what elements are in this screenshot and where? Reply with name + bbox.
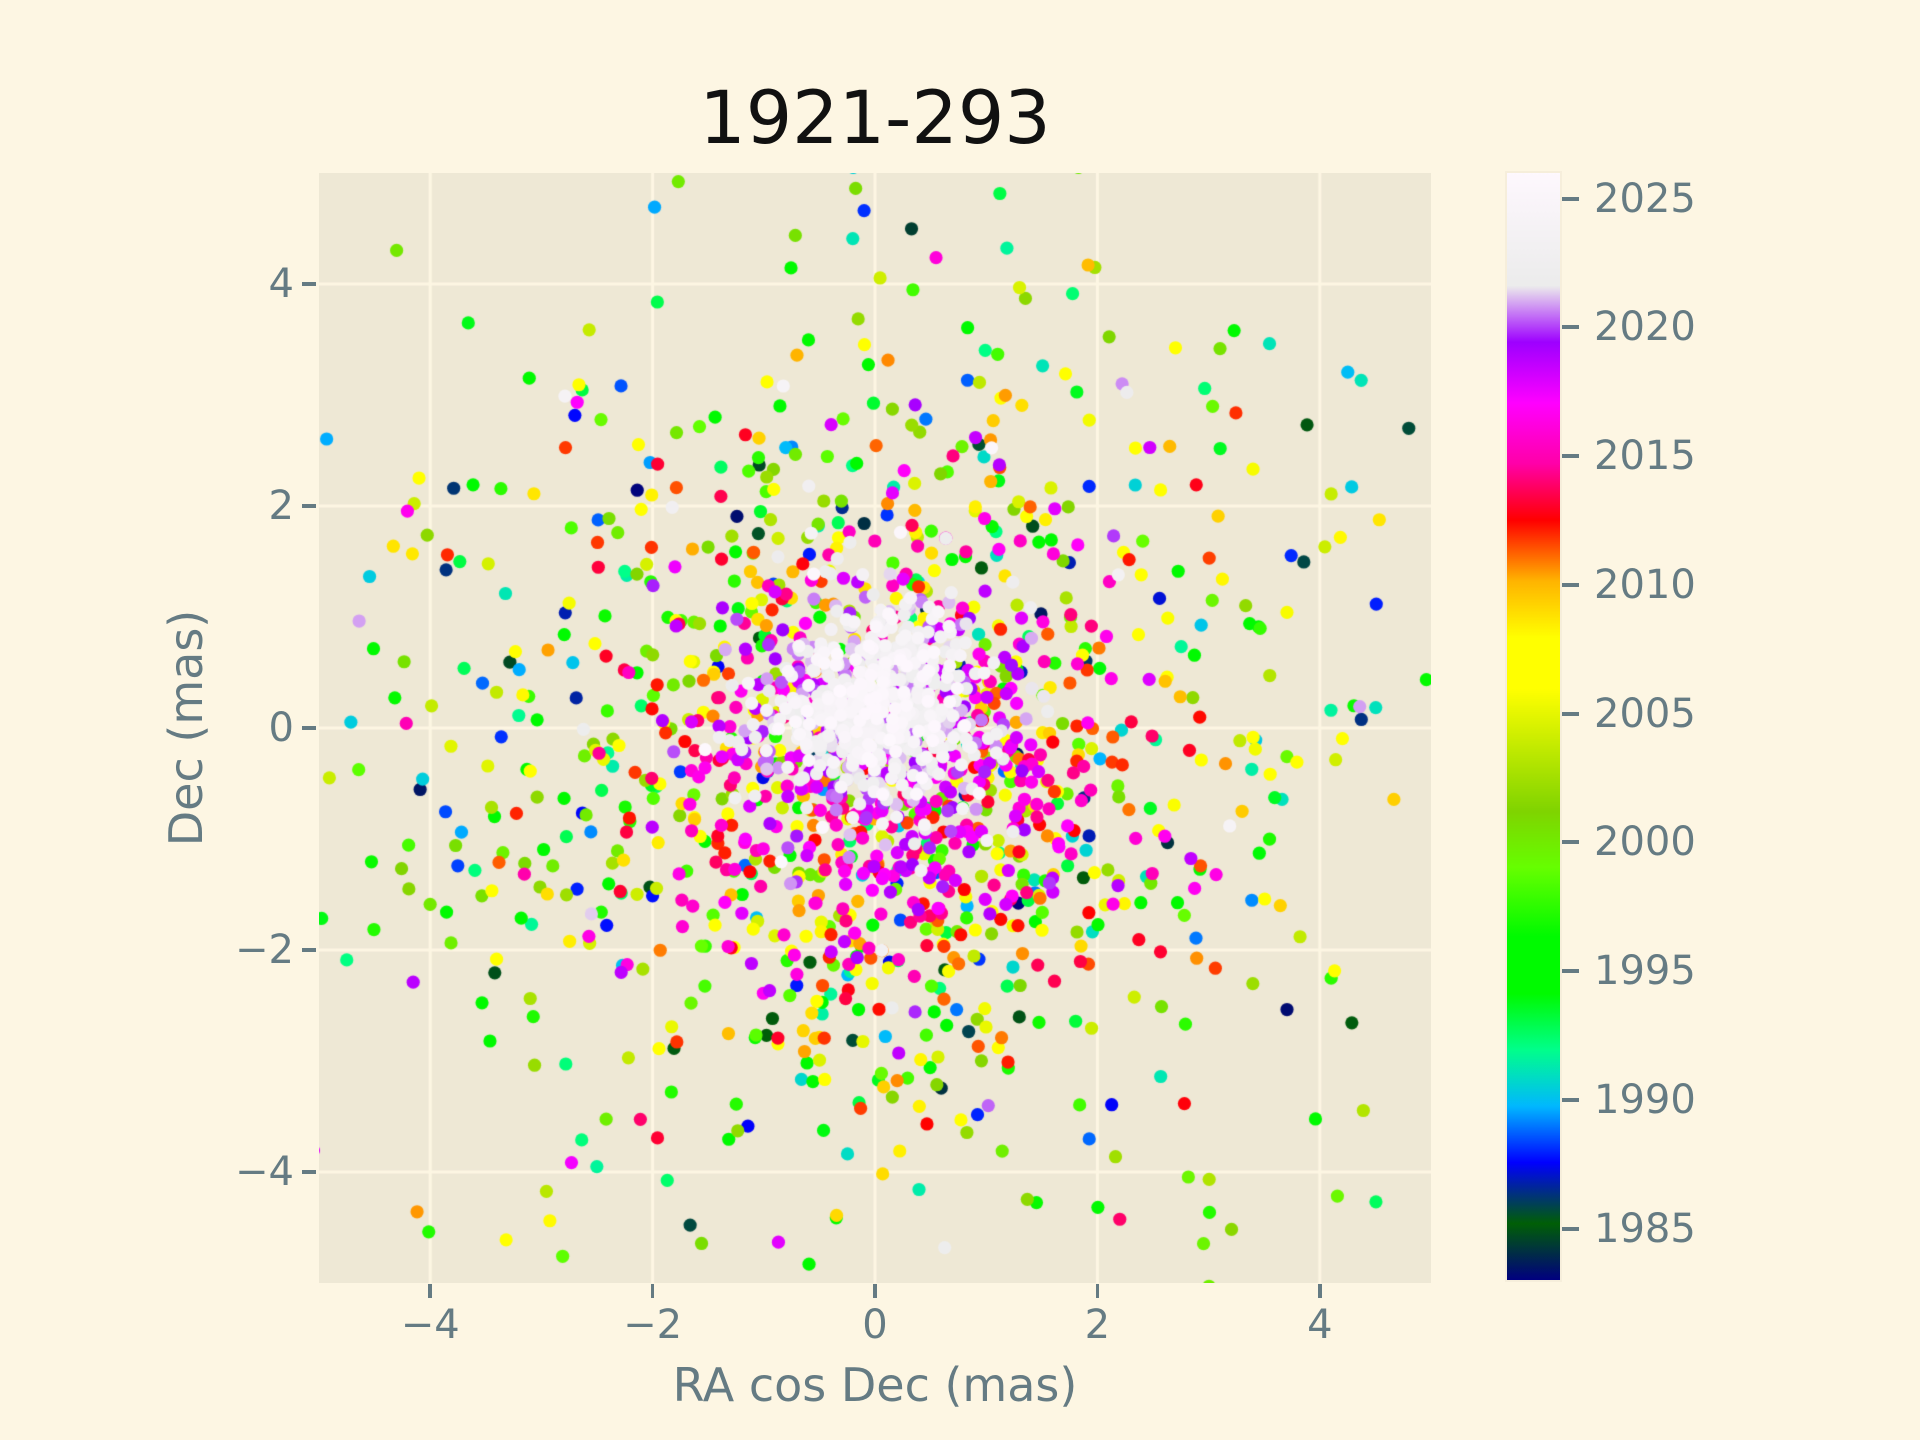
x-tick-mark [650,1284,655,1298]
colorbar-tick-label: 2005 [1594,690,1696,737]
y-tick-label: 0 [268,705,294,751]
colorbar-tick-mark [1561,840,1579,845]
colorbar-tick-mark [1561,1226,1579,1231]
colorbar-tick-label: 2010 [1594,561,1696,608]
colorbar-tick-label: 2000 [1594,819,1696,866]
x-tick-label: 4 [1307,1302,1333,1348]
colorbar-tick-label: 2015 [1594,433,1696,480]
y-tick-label: 2 [268,483,294,529]
x-tick-label: −4 [400,1302,460,1348]
x-tick-label: 0 [862,1302,888,1348]
colorbar-tick-label: 1985 [1594,1205,1696,1252]
colorbar-tick-mark [1561,582,1579,587]
colorbar-gradient-canvas [1507,173,1560,1280]
y-tick-label: 4 [268,261,294,307]
x-tick-mark [873,1284,877,1298]
y-tick-mark [302,948,316,952]
y-tick-label: −2 [235,927,294,973]
x-tick-mark [1318,1284,1322,1298]
x-axis-label: RA cos Dec (mas) [672,1358,1078,1412]
colorbar-tick-mark [1561,1097,1579,1102]
scatter-points-canvas [319,173,1431,1283]
colorbar-tick-label: 1990 [1594,1076,1696,1123]
y-tick-mark [302,504,316,508]
y-tick-mark [302,726,316,730]
colorbar-tick-mark [1561,325,1579,330]
colorbar-tick-label: 1995 [1594,948,1696,995]
colorbar-tick-mark [1561,711,1579,716]
colorbar-tick-label: 2025 [1594,175,1696,222]
colorbar-tick-mark [1561,454,1579,459]
x-tick-mark [1095,1284,1100,1298]
colorbar-tick-mark [1561,969,1579,974]
plot-area [319,173,1431,1283]
colorbar-tick-label: 2020 [1594,304,1696,351]
y-tick-label: −4 [235,1149,294,1195]
y-axis-label: Dec (mas) [159,609,213,847]
chart-title: 1921-293 [699,76,1051,161]
colorbar [1505,171,1562,1282]
y-tick-mark [302,282,316,286]
x-tick-label: 2 [1084,1302,1111,1348]
colorbar-tick-mark [1561,196,1579,201]
x-tick-mark [428,1284,432,1298]
x-tick-label: −2 [623,1302,683,1348]
y-tick-mark [302,1170,316,1174]
